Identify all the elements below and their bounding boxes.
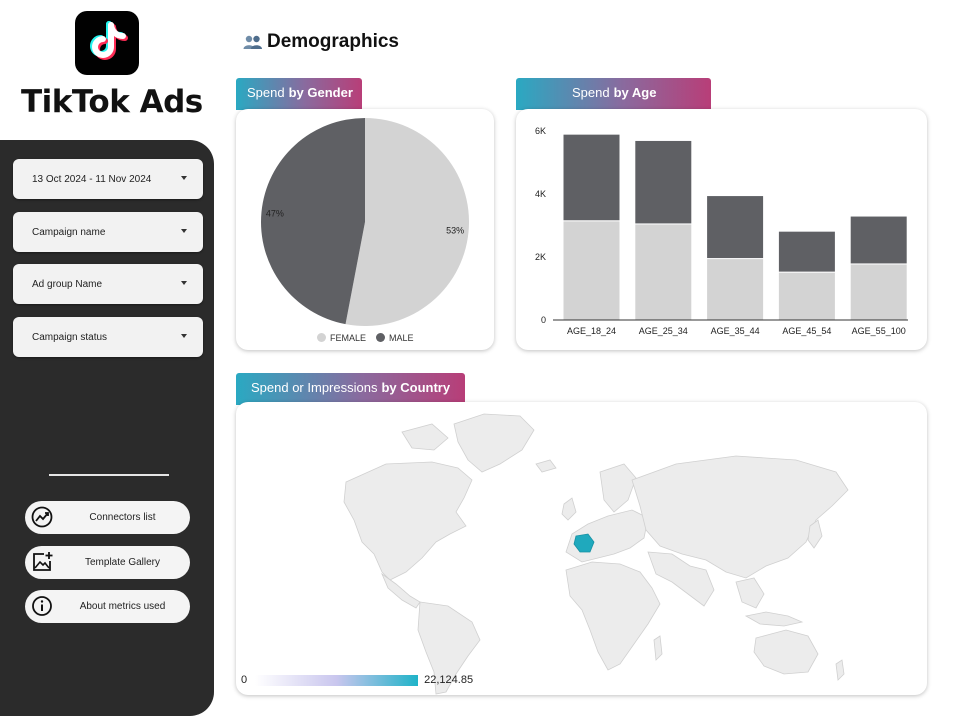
country-card-tab: Spend or Impressions by Country bbox=[236, 373, 465, 405]
country-map-card bbox=[236, 402, 927, 695]
people-icon bbox=[243, 35, 262, 49]
connectors-chart-icon bbox=[31, 506, 53, 528]
page-title-text: Demographics bbox=[267, 31, 399, 52]
brand-title: TikTok Ads bbox=[21, 84, 203, 120]
ad-group-name-filter[interactable]: Ad group Name bbox=[13, 264, 203, 304]
pie-label-male: 47% bbox=[266, 208, 284, 218]
pie-label-female: 53% bbox=[446, 226, 464, 236]
x-tick-label: AGE_45_54 bbox=[782, 326, 831, 336]
about-metrics-button[interactable]: About metrics used bbox=[25, 590, 190, 623]
legend-item-female[interactable]: FEMALE bbox=[317, 333, 366, 343]
gender-tab-prefix: Spend bbox=[247, 85, 285, 100]
caret-down-icon bbox=[181, 281, 187, 285]
bar-age_25_34-segment-0[interactable] bbox=[634, 223, 693, 321]
legend-label-male: MALE bbox=[389, 333, 414, 343]
central-america-shape bbox=[381, 572, 421, 609]
bar-age_35_44-segment-0[interactable] bbox=[706, 258, 765, 321]
gender-legend: FEMALE MALE bbox=[317, 333, 414, 343]
template-gallery-label: Template Gallery bbox=[84, 557, 161, 568]
legend-label-female: FEMALE bbox=[330, 333, 367, 343]
caret-down-icon bbox=[181, 176, 187, 180]
gender-pie-chart: 53% 47% bbox=[260, 118, 469, 326]
japan-shape bbox=[807, 519, 823, 549]
indonesia-shape bbox=[744, 611, 804, 627]
legend-item-male[interactable]: MALE bbox=[376, 333, 414, 343]
bar-age_55_100-segment-1[interactable] bbox=[849, 215, 908, 265]
new-zealand-shape bbox=[835, 659, 845, 681]
template-gallery-button[interactable]: Template Gallery bbox=[25, 546, 190, 579]
info-icon bbox=[32, 596, 52, 616]
australia-shape bbox=[753, 629, 819, 675]
caret-down-icon bbox=[181, 229, 187, 233]
date-range-filter[interactable]: 13 Oct 2024 - 11 Nov 2024 bbox=[13, 159, 203, 199]
greenland-shape bbox=[453, 413, 535, 473]
gender-tab-bold: by Gender bbox=[288, 85, 353, 100]
x-tick-label: AGE_18_24 bbox=[567, 326, 616, 336]
campaign-name-filter[interactable]: Campaign name bbox=[13, 212, 203, 252]
france-shape[interactable] bbox=[573, 533, 595, 553]
y-tick-label: 6K bbox=[535, 126, 546, 136]
age-card-tab: Spend by Age bbox=[516, 78, 711, 110]
uk-shape bbox=[561, 497, 577, 521]
bar-age_18_24-segment-1[interactable] bbox=[562, 133, 621, 222]
campaign-status-label: Campaign status bbox=[32, 331, 108, 343]
map-color-scale: 0 22,124.85 bbox=[241, 674, 473, 686]
scale-gradient-bar bbox=[255, 674, 419, 686]
y-tick-label: 4K bbox=[535, 189, 546, 199]
connectors-list-label: Connectors list bbox=[89, 512, 156, 523]
iceland-shape bbox=[535, 459, 557, 473]
southeast-asia-shape bbox=[735, 577, 765, 609]
south-america-shape bbox=[417, 601, 481, 695]
x-tick-label: AGE_25_34 bbox=[639, 326, 688, 336]
ad-group-name-label: Ad group Name bbox=[32, 278, 103, 290]
bar-age_45_54-segment-1[interactable] bbox=[777, 230, 836, 273]
sidebar: 13 Oct 2024 - 11 Nov 2024 Campaign name … bbox=[0, 140, 214, 716]
campaign-status-filter[interactable]: Campaign status bbox=[13, 317, 203, 357]
bar-age_25_34-segment-1[interactable] bbox=[634, 139, 693, 225]
tiktok-logo-icon bbox=[75, 11, 139, 75]
asia-shape bbox=[631, 455, 849, 579]
sidebar-divider bbox=[49, 474, 169, 476]
country-tab-prefix: Spend or Impressions bbox=[251, 380, 378, 395]
y-tick-label: 0 bbox=[541, 315, 546, 325]
scandinavia-shape bbox=[599, 463, 637, 513]
pie-slice-male[interactable] bbox=[260, 118, 365, 325]
middle-east-shape bbox=[647, 551, 715, 607]
africa-shape bbox=[565, 561, 661, 671]
campaign-name-label: Campaign name bbox=[32, 226, 106, 238]
add-image-icon bbox=[33, 552, 53, 571]
scale-min-label: 0 bbox=[241, 674, 248, 686]
about-metrics-label: About metrics used bbox=[79, 601, 166, 612]
page-title: Demographics bbox=[243, 31, 399, 53]
scale-max-label: 22,124.85 bbox=[424, 674, 474, 686]
age-card: 0 2K 4K 6K AGE_18_24 AGE_25_34 AGE_35_44 AGE_45… bbox=[516, 109, 927, 350]
caret-down-icon bbox=[181, 334, 187, 338]
legend-dot-female bbox=[317, 333, 326, 342]
legend-dot-male bbox=[376, 333, 386, 342]
age-tab-prefix: Spend bbox=[572, 85, 610, 100]
x-tick-label: AGE_35_44 bbox=[711, 326, 760, 336]
bar-age_45_54-segment-0[interactable] bbox=[777, 271, 836, 321]
x-tick-label: AGE_55_100 bbox=[852, 326, 906, 336]
age-tab-bold: by Age bbox=[613, 85, 657, 100]
arctic-islands-shape bbox=[401, 423, 449, 451]
bar-age_55_100-segment-0[interactable] bbox=[849, 263, 908, 321]
pie-slice-female[interactable] bbox=[345, 118, 469, 326]
date-range-label: 13 Oct 2024 - 11 Nov 2024 bbox=[32, 173, 152, 185]
bar-age_18_24-segment-0[interactable] bbox=[562, 220, 621, 321]
world-map[interactable] bbox=[236, 402, 927, 695]
connectors-list-button[interactable]: Connectors list bbox=[25, 501, 190, 534]
gender-card: 53% 47% FEMALE MALE bbox=[236, 109, 494, 350]
north-america-shape bbox=[343, 461, 473, 581]
madagascar-shape bbox=[653, 635, 663, 661]
country-tab-bold: by Country bbox=[381, 380, 451, 395]
gender-card-tab: Spend by Gender bbox=[236, 78, 362, 110]
age-bar-chart: 0 2K 4K 6K AGE_18_24 AGE_25_34 AGE_35_44 AGE_45… bbox=[535, 126, 908, 336]
y-tick-label: 2K bbox=[535, 252, 546, 262]
bar-age_35_44-segment-1[interactable] bbox=[706, 195, 765, 260]
